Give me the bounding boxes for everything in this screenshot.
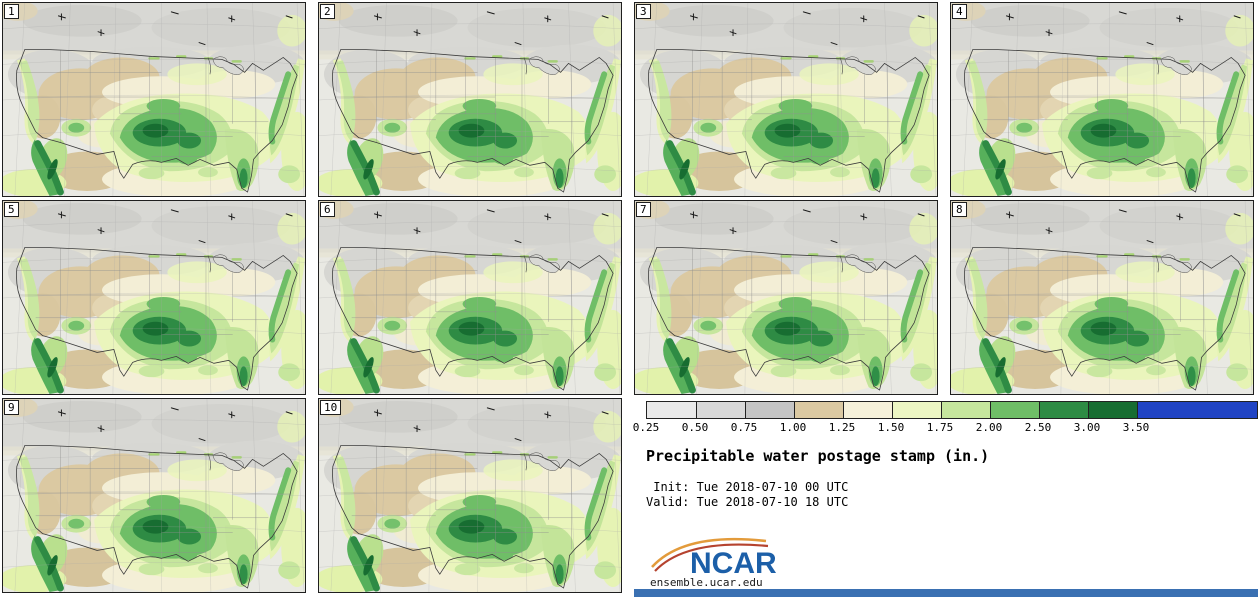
logo-arc-red [654,543,769,572]
map-panel-3: 3 [634,2,938,197]
panel-number: 5 [4,202,19,217]
colorbar-tick-label: 1.25 [828,421,856,434]
colorbar-segment [745,402,794,418]
colorbar-segment [1039,402,1088,418]
colorbar-segment [647,402,696,418]
map-panel-8: 8 [950,200,1254,395]
panel-number: 2 [320,4,335,19]
colorbar-segment [794,402,843,418]
colorbar-tick-label: 0.75 [730,421,758,434]
precip-water-map [3,201,305,394]
panel-number: 7 [636,202,651,217]
site-url[interactable]: ensemble.ucar.edu [650,576,763,589]
map-panel-4: 4 [950,2,1254,197]
map-panel-2: 2 [318,2,622,197]
colorbar-segment [1137,402,1257,418]
colorbar-segment [941,402,990,418]
colorbar-segment [696,402,745,418]
panel-number: 9 [4,400,19,415]
precip-water-map [319,3,621,196]
ncar-logo-text: NCAR [690,547,777,577]
panel-number: 4 [952,4,967,19]
map-panel-7: 7 [634,200,938,395]
map-panel-9: 9 [2,398,306,593]
panel-number: 10 [320,400,342,415]
precip-water-map [635,3,937,196]
precip-water-map [635,201,937,394]
map-panel-6: 6 [318,200,622,395]
ncar-logo: NCAR [651,537,777,577]
valid-time: Valid: Tue 2018-07-10 18 UTC [646,495,849,509]
colorbar-tick-label: 3.00 [1073,421,1101,434]
map-panel-5: 5 [2,200,306,395]
panel-number: 1 [4,4,19,19]
footer-bar [634,589,1258,597]
figure-title: Precipitable water postage stamp (in.) [646,447,990,465]
colorbar [646,401,1258,419]
colorbar-tick-label: 0.25 [632,421,660,434]
precip-water-map [951,201,1253,394]
colorbar-segment [990,402,1039,418]
precip-water-map [319,201,621,394]
colorbar-segment [892,402,941,418]
precip-water-map [3,3,305,196]
panel-number: 8 [952,202,967,217]
map-panel-10: 10 [318,398,622,593]
precip-water-map [319,399,621,592]
colorbar-tick-label: 2.00 [975,421,1003,434]
map-panel-1: 1 [2,2,306,197]
colorbar-tick-label: 0.50 [681,421,709,434]
colorbar-segment [1088,402,1137,418]
precip-water-map [951,3,1253,196]
colorbar-tick-label: 3.50 [1122,421,1150,434]
init-time: Init: Tue 2018-07-10 00 UTC [646,480,849,494]
panel-number: 6 [320,202,335,217]
colorbar-tick-label: 1.75 [926,421,954,434]
logo-arc-orange [651,537,767,568]
colorbar-ticks: 0.25 0.50 0.75 1.00 1.25 1.50 1.75 2.00 2.50 3.00… [633,421,1256,435]
precip-water-map [3,399,305,592]
colorbar-tick-label: 1.50 [877,421,905,434]
colorbar-tick-label: 1.00 [779,421,807,434]
colorbar-segment [843,402,892,418]
colorbar-tick-label: 2.50 [1024,421,1052,434]
panel-number: 3 [636,4,651,19]
